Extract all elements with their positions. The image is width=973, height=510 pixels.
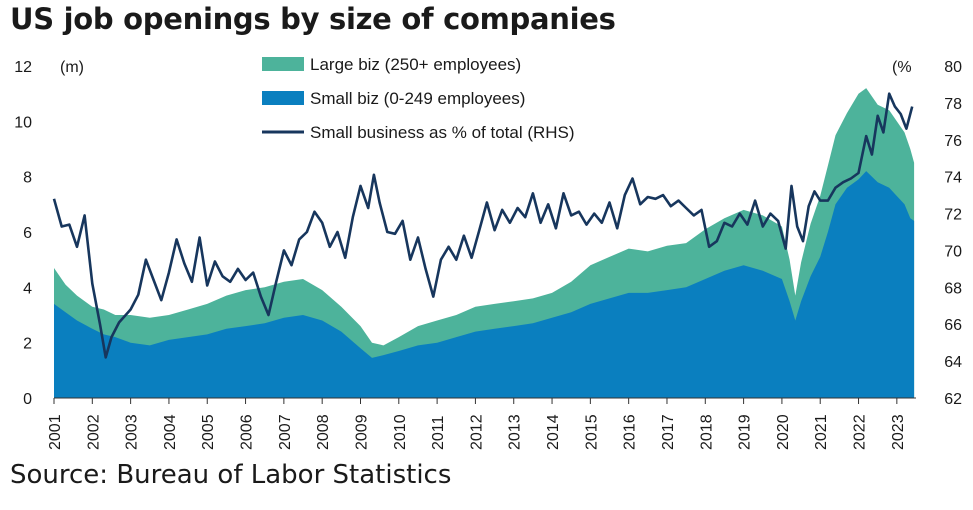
x-tick-label: 2007 (277, 414, 294, 450)
x-tick-label: 2005 (200, 414, 217, 450)
x-tick-label: 2008 (315, 414, 332, 450)
right-tick-label: 76 (944, 133, 962, 150)
series-small-biz-area (54, 171, 915, 398)
x-tick-label: 2023 (890, 414, 907, 450)
legend-swatch-large-biz (262, 57, 304, 71)
x-tick-label: 2009 (354, 414, 371, 450)
x-tick-label: 2018 (698, 414, 715, 450)
legend-label-large-biz: Large biz (250+ employees) (310, 55, 521, 74)
x-tick-label: 2014 (545, 414, 562, 450)
legend-swatch-small-biz (262, 91, 304, 105)
left-axis-unit: (m) (60, 59, 84, 76)
left-tick-label: 8 (23, 170, 32, 187)
x-tick-label: 2020 (775, 414, 792, 450)
x-tick-label: 2006 (239, 414, 256, 450)
x-tick-label: 2003 (124, 414, 141, 450)
right-tick-label: 66 (944, 317, 962, 334)
x-tick-label: 2010 (392, 414, 409, 450)
x-tick-label: 2004 (162, 414, 179, 450)
area-series-group (54, 88, 915, 398)
chart-title: US job openings by size of companies (10, 2, 616, 36)
x-tick-label: 2021 (813, 414, 830, 450)
left-tick-label: 2 (23, 336, 32, 353)
left-tick-label: 0 (23, 391, 32, 408)
x-tick-label: 2022 (852, 414, 869, 450)
right-tick-label: 78 (944, 96, 962, 113)
left-tick-label: 12 (14, 59, 32, 76)
right-tick-label: 74 (944, 170, 962, 187)
x-tick-label: 2012 (468, 414, 485, 450)
right-tick-label: 62 (944, 391, 962, 408)
right-tick-label: 70 (944, 243, 962, 260)
axes: 2001 2002 2003 2004 2005 2006 2007 2008 2009 2010… (14, 59, 962, 450)
x-tick-label: 2016 (622, 414, 639, 450)
x-tick-label: 2001 (47, 414, 64, 450)
x-tick-label: 2019 (737, 414, 754, 450)
right-axis-unit: (% (892, 59, 912, 76)
series-small-share-line (52, 92, 914, 359)
left-tick-label: 4 (23, 280, 32, 297)
legend: Large biz (250+ employees) Small biz (0-2… (262, 55, 575, 142)
x-tick-label: 2013 (507, 414, 524, 450)
legend-label-share-line: Small business as % of total (RHS) (310, 123, 575, 142)
legend-label-small-biz: Small biz (0-249 employees) (310, 89, 525, 108)
line-series-group (52, 92, 914, 359)
x-tick-label: 2011 (430, 415, 447, 450)
left-tick-label: 6 (23, 225, 32, 242)
x-tick-label: 2017 (660, 414, 677, 450)
left-tick-label: 10 (14, 114, 32, 131)
right-tick-label: 72 (944, 207, 962, 224)
right-tick-label: 80 (944, 59, 962, 76)
right-tick-label: 68 (944, 280, 962, 297)
chart-source: Source: Bureau of Labor Statistics (10, 460, 452, 490)
right-tick-label: 64 (944, 354, 962, 371)
x-tick-label: 2015 (583, 414, 600, 450)
x-tick-label: 2002 (85, 414, 102, 450)
